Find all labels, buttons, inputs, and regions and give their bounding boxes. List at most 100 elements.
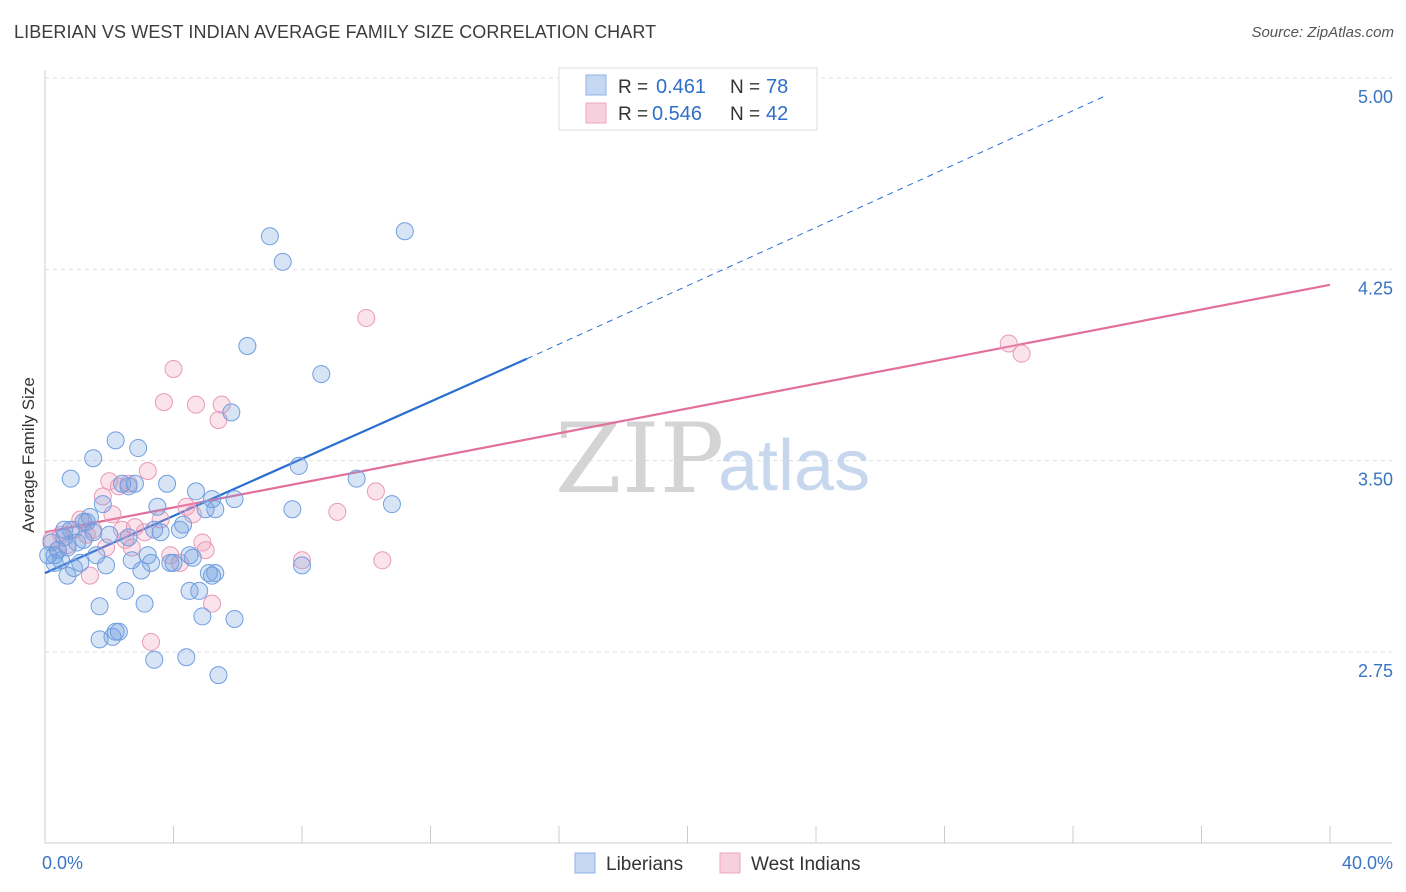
west-indians-point-7 [80, 566, 99, 585]
liberians-point-11 [71, 553, 90, 572]
liberians-point-34 [142, 553, 161, 572]
legend-r-label-2: R = [618, 104, 648, 125]
liberians-point-35 [145, 650, 164, 669]
legend-west-indians: West Indians [751, 854, 860, 875]
west-indians-point-27 [177, 497, 196, 516]
liberians-point-72 [45, 553, 64, 572]
chart-title: LIBERIAN VS WEST INDIAN AVERAGE FAMILY S… [14, 22, 657, 42]
axes [44, 70, 1392, 844]
liberians-point-61 [273, 252, 292, 271]
west-indians-point-9 [93, 487, 112, 506]
legend-liberians: Liberians [606, 854, 683, 875]
liberians-point-65 [312, 365, 331, 384]
watermark: ZIP atlas [555, 403, 870, 515]
west-indians-point-32 [203, 594, 222, 613]
y-tick-label-0: 2.75 [1358, 661, 1393, 681]
west-indians-point-39 [373, 551, 392, 570]
west-indians-point-36 [328, 502, 347, 521]
liberians-point-69 [90, 630, 109, 649]
liberians-point-55 [209, 666, 228, 685]
liberians-point-23 [106, 431, 125, 450]
liberians-point-58 [225, 609, 244, 628]
watermark-zip: ZIP [555, 403, 724, 515]
liberians-point-68 [395, 222, 414, 241]
correlation-legend: R = 0.461 N = 78 R = 0.546 N = 42 [558, 67, 818, 131]
x-tick-label-0: 0.0% [42, 853, 83, 873]
y-tick-label-2: 4.25 [1358, 278, 1393, 298]
liberians-point-76 [161, 553, 180, 572]
liberians-point-38 [145, 520, 164, 539]
y-tick-label-1: 3.50 [1358, 470, 1393, 490]
liberians-point-36 [148, 497, 167, 516]
liberians-point-41 [170, 520, 189, 539]
west-indians-point-34 [212, 395, 231, 414]
liberians-point-19 [93, 495, 112, 514]
west-indians-point-37 [357, 308, 376, 327]
west-indians-point-20 [138, 462, 157, 481]
liberians-point-62 [283, 500, 302, 519]
liberians-point-21 [100, 525, 119, 544]
legend-r-value-2: 0.546 [652, 103, 702, 125]
liberians-point-52 [206, 500, 225, 519]
x-tick-label-1: 40.0% [1342, 853, 1393, 873]
source-label: Source: ZipAtlas.com [1251, 24, 1394, 41]
legend-n-value-2: 42 [766, 103, 788, 125]
legend-swatch-liberians [585, 74, 607, 96]
liberians-point-63 [289, 456, 308, 475]
liberians-point-39 [158, 474, 177, 493]
liberians-point-73 [74, 513, 93, 532]
liberians-point-31 [132, 561, 151, 580]
liberians-point-56 [225, 490, 244, 509]
liberians-point-16 [84, 449, 103, 468]
legend-r-value-1: 0.461 [656, 76, 706, 98]
liberians-point-18 [90, 597, 109, 616]
liberians-point-66 [347, 469, 366, 488]
x-tick-labels: 0.0% 40.0% [42, 853, 1393, 873]
liberians-point-70 [106, 622, 125, 641]
y-tick-labels: 2.75 3.50 4.25 5.00 [1358, 87, 1393, 681]
legend-swatch-west-indians-bottom [719, 852, 741, 874]
liberians-point-44 [180, 581, 199, 600]
liberians-point-32 [135, 594, 154, 613]
liberians-point-57 [222, 403, 241, 422]
west-indians-point-17 [122, 538, 141, 557]
legend-n-label-1: N = [730, 77, 760, 98]
liberians-points [39, 222, 414, 685]
y-axis-label: Average Family Size [19, 377, 38, 533]
liberians-point-71 [39, 546, 58, 565]
liberians-point-67 [382, 495, 401, 514]
liberians-point-53 [203, 566, 222, 585]
liberians-point-50 [196, 500, 215, 519]
liberians-point-51 [203, 490, 222, 509]
legend-n-value-1: 78 [766, 76, 788, 98]
west-indians-point-25 [164, 359, 183, 378]
liberians-point-43 [177, 648, 196, 667]
liberians-point-5 [58, 538, 77, 557]
legend-swatch-west-indians [585, 102, 607, 124]
west-indians-point-41 [1012, 344, 1031, 363]
liberians-point-20 [97, 556, 116, 575]
west-indians-point-40 [999, 334, 1018, 353]
series-legend: Liberians West Indians [574, 852, 860, 875]
watermark-atlas: atlas [718, 426, 870, 506]
liberians-point-64 [293, 556, 311, 575]
liberians-point-30 [129, 439, 148, 458]
gridlines [45, 77, 1392, 653]
liberians-point-45 [180, 546, 199, 565]
liberians-point-47 [186, 482, 205, 501]
liberians-point-77 [199, 564, 218, 583]
liberians-point-12 [74, 530, 93, 549]
liberians-point-46 [183, 548, 202, 567]
west-indians-point-15 [116, 530, 135, 549]
liberians-point-75 [55, 520, 74, 539]
west-indians-point-35 [293, 551, 311, 570]
west-indians-point-21 [142, 632, 161, 651]
liberians-point-74 [119, 477, 138, 496]
liberians-point-54 [206, 564, 225, 583]
liberians-point-49 [193, 607, 212, 626]
liberians-point-8 [58, 566, 77, 585]
west-indians-point-29 [186, 395, 205, 414]
west-indians-point-18 [125, 518, 144, 537]
liberians-point-9 [61, 469, 80, 488]
